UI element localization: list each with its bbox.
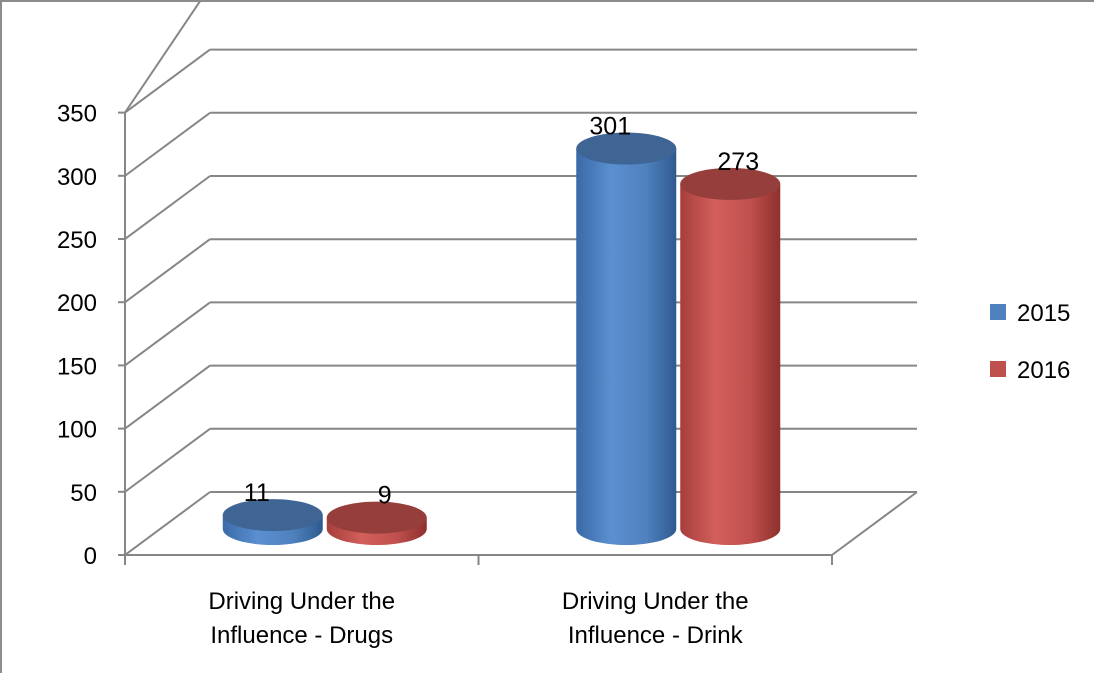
bar-top [576,132,677,165]
gridline-side [124,238,211,304]
gridline-side [124,175,211,240]
labels: 0 50 100 150 200 250 300 350 Driving Under the In… [57,101,759,649]
y-tick-label: 200 [57,290,97,317]
bar-2015-1 [576,132,677,545]
y-tick-label: 0 [84,543,97,570]
bar-2015-0 [222,499,323,545]
bar-body [680,183,781,546]
y-tick-label: 100 [57,417,97,444]
bar-top [222,499,323,532]
y-tick-label: 50 [70,480,97,507]
legend-swatch-2016 [990,361,1006,377]
gridline-side [124,427,211,493]
data-label: 9 [378,482,392,510]
gridline-side [124,2,201,114]
data-label: 273 [717,148,759,176]
legend-label-2015: 2015 [1017,300,1070,327]
x-category-label: Influence - Drink [568,622,744,649]
bar-body [576,148,677,545]
axes [118,111,918,565]
x-category-label: Driving Under the [562,588,749,615]
bars [222,132,781,546]
bar-top [326,501,427,534]
y-tick-label: 250 [57,227,97,254]
x-category-label: Driving Under the [208,588,395,615]
gridline-side [124,111,211,177]
x-category-label: Influence - Drugs [210,622,393,649]
gridline-side [124,301,211,367]
bar-2016-0 [326,501,427,545]
y-tick-label: 300 [57,164,97,191]
legend-label-2016: 2016 [1017,357,1070,384]
data-label: 11 [244,479,270,507]
y-tick-label: 350 [57,101,97,128]
gridline-side [124,48,211,114]
data-label: 301 [589,113,631,141]
floor-right-edge [831,491,918,556]
y-tick-label: 150 [57,353,97,380]
bar-top [680,167,781,200]
floor-left-edge [124,491,211,556]
bar-2016-1 [680,167,781,546]
gridlines [124,2,917,493]
legend: 2015 2016 [990,300,1070,384]
legend-swatch-2015 [990,304,1006,320]
gridline-side [124,364,211,430]
